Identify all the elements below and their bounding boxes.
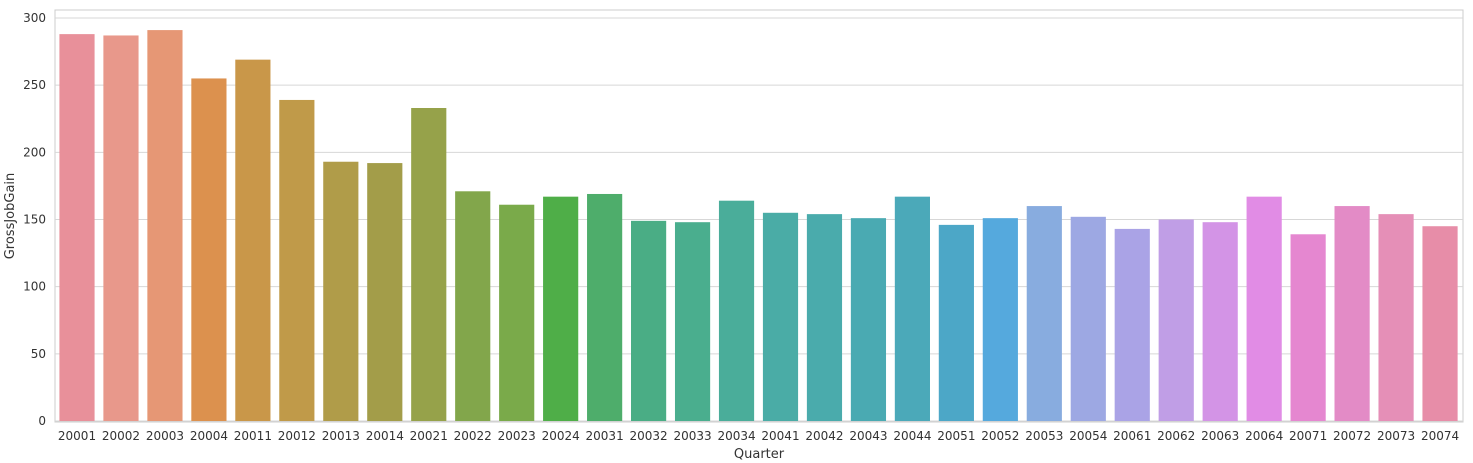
x-tick-label: 20041: [761, 429, 799, 443]
bar-20061: [1114, 228, 1150, 421]
x-tick-label: 20052: [981, 429, 1019, 443]
bar-20072: [1334, 206, 1370, 421]
bar-20043: [850, 218, 887, 421]
x-tick-label: 20002: [102, 429, 140, 443]
x-tick-label: 20034: [717, 429, 755, 443]
bar-20032: [631, 220, 667, 421]
bar-20053: [1026, 206, 1062, 421]
y-tick-label: 0: [38, 414, 46, 428]
bar-20042: [806, 214, 843, 421]
bar-20022: [455, 191, 491, 421]
bar-20062: [1158, 219, 1194, 421]
x-tick-label: 20014: [366, 429, 404, 443]
bar-20071: [1290, 234, 1326, 421]
x-tick-label: 20032: [630, 429, 668, 443]
x-tick-label: 20071: [1289, 429, 1327, 443]
bar-20073: [1378, 214, 1414, 421]
bar-20023: [499, 204, 535, 421]
x-tick-label: 20062: [1157, 429, 1195, 443]
bar-20013: [323, 161, 359, 421]
x-tick-label: 20044: [893, 429, 931, 443]
x-tick-label: 20001: [58, 429, 96, 443]
x-tick-label: 20003: [146, 429, 184, 443]
bar-20024: [543, 196, 579, 421]
x-axis-title: Quarter: [734, 447, 785, 462]
x-tick-label: 20061: [1113, 429, 1151, 443]
x-tick-label: 20011: [234, 429, 272, 443]
x-tick-label: 20033: [673, 429, 711, 443]
y-tick-labels: 0 50 100 150 200 250 300: [23, 11, 46, 428]
x-tick-label: 20054: [1069, 429, 1107, 443]
y-axis-title: GrossJobGain: [3, 173, 18, 260]
bar-20064: [1246, 196, 1282, 421]
bar-20021: [411, 108, 447, 422]
y-tick-label: 200: [23, 145, 46, 159]
x-tick-label: 20021: [410, 429, 448, 443]
x-tick-label: 20012: [278, 429, 316, 443]
y-tick-label: 50: [31, 347, 46, 361]
x-tick-label: 20024: [542, 429, 580, 443]
bar-20074: [1422, 226, 1458, 421]
bar-20002: [103, 35, 139, 422]
x-tick-labels: 20001 20002 20003 20004 20011 20012 20013 20014…: [58, 429, 1459, 443]
y-tick-label: 300: [23, 11, 46, 25]
x-tick-label: 20004: [190, 429, 228, 443]
x-tick-label: 20031: [586, 429, 624, 443]
x-tick-label: 20013: [322, 429, 360, 443]
x-tick-label: 20073: [1377, 429, 1415, 443]
x-tick-label: 20064: [1245, 429, 1283, 443]
bar-20034: [718, 200, 755, 421]
bar-20051: [938, 224, 974, 421]
x-tick-label: 20053: [1025, 429, 1063, 443]
bar-20054: [1070, 216, 1106, 421]
x-tick-label: 20043: [849, 429, 887, 443]
bar-20011: [235, 59, 271, 421]
bar-20003: [147, 30, 183, 422]
bar-20052: [982, 218, 1018, 421]
bar-20041: [762, 212, 799, 421]
bar-20014: [367, 163, 403, 421]
bar-20004: [191, 78, 227, 421]
bar-20001: [59, 34, 95, 422]
x-tick-label: 20072: [1333, 429, 1371, 443]
x-tick-label: 20042: [805, 429, 843, 443]
y-tick-label: 100: [23, 280, 46, 294]
bar-20063: [1202, 222, 1238, 421]
x-tick-label: 20022: [454, 429, 492, 443]
x-tick-label: 20063: [1201, 429, 1239, 443]
x-tick-label: 20023: [498, 429, 536, 443]
bar-20012: [279, 99, 315, 422]
bars: [59, 30, 1458, 422]
x-tick-label: 20051: [937, 429, 975, 443]
y-tick-label: 150: [23, 213, 46, 227]
bar-20031: [587, 193, 623, 421]
bar-20033: [674, 222, 711, 421]
y-tick-label: 250: [23, 78, 46, 92]
x-tick-label: 20074: [1421, 429, 1459, 443]
bar-20044: [894, 196, 930, 421]
